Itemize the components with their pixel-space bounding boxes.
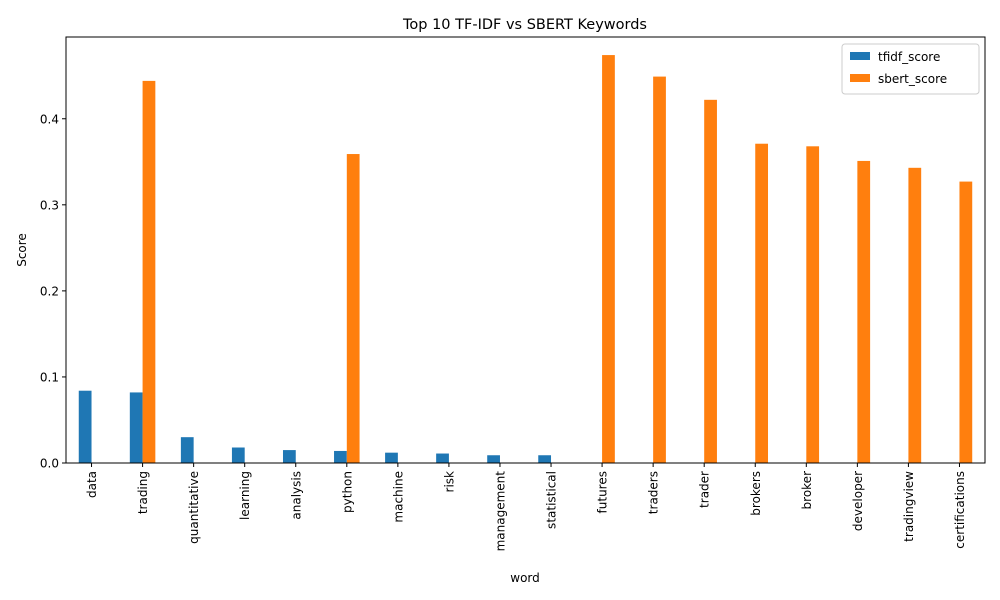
x-tick-label-machine: machine (391, 471, 405, 523)
x-tick-label-trading: trading (136, 471, 150, 514)
x-tick-label-futures: futures (596, 471, 610, 513)
legend: tfidf_score sbert_score (841, 43, 980, 95)
plot-frame (65, 36, 986, 464)
x-tick-label-broker: broker (800, 471, 814, 510)
bar-tfidf_score-quantitative (180, 437, 194, 463)
bar-tfidf_score-python (334, 450, 347, 463)
y-tick-label: 0.0 (40, 457, 59, 471)
y-tick-label: 0.2 (40, 284, 59, 298)
y-tick-label: 0.1 (40, 370, 59, 384)
x-tick-label-management: management (493, 471, 507, 552)
bar-tfidf_score-trading (129, 392, 143, 463)
x-tick-label-traders: traders (647, 471, 661, 514)
x-axis: data trading quantitative learning analysis p… (85, 463, 967, 551)
bar-tfidf_score-learning (231, 447, 245, 463)
bar-tfidf_score-risk (436, 453, 449, 463)
bar-sbert_score-trader (704, 99, 717, 463)
x-tick-label-risk: risk (442, 471, 456, 493)
x-tick-label-brokers: brokers (749, 471, 763, 516)
y-tick-label: 0.4 (40, 112, 59, 126)
bar-sbert_score-tradingview (908, 167, 922, 463)
x-tick-label-trader: trader (698, 471, 712, 508)
bar-tfidf_score-statistical (538, 455, 552, 463)
bar-tfidf_score-management (487, 455, 500, 463)
bar-sbert_score-traders (653, 76, 666, 463)
bars (78, 55, 973, 464)
legend-box (841, 43, 980, 95)
x-tick-label-statistical: statistical (545, 471, 559, 529)
bar-sbert_score-developer (857, 160, 871, 463)
bar-tfidf_score-analysis (282, 450, 296, 463)
bar-sbert_score-brokers (755, 143, 769, 463)
legend-swatch-sbert (850, 74, 870, 82)
x-axis-label: word (510, 571, 540, 585)
bar-sbert_score-broker (806, 146, 820, 464)
x-tick-label-tradingview: tradingview (902, 471, 916, 542)
bar-sbert_score-certifications (959, 181, 973, 463)
x-tick-label-certifications: certifications (953, 471, 967, 549)
bar-sbert_score-futures (602, 55, 615, 463)
bar-tfidf_score-data (78, 390, 92, 463)
bar-tfidf_score-machine (385, 452, 398, 463)
bar-sbert_score-python (346, 154, 360, 464)
chart-title: Top 10 TF-IDF vs SBERT Keywords (402, 17, 647, 33)
x-tick-label-data: data (85, 471, 99, 498)
x-tick-label-python: python (340, 471, 354, 513)
x-tick-label-quantitative: quantitative (187, 471, 201, 544)
legend-label-sbert: sbert_score (878, 72, 947, 86)
legend-swatch-tfidf (850, 52, 870, 60)
x-tick-label-analysis: analysis (289, 471, 303, 520)
x-tick-label-learning: learning (238, 471, 252, 520)
y-tick-label: 0.3 (40, 198, 59, 212)
bar-sbert_score-trading (142, 80, 156, 463)
x-tick-label-developer: developer (851, 471, 865, 531)
y-axis-label: Score (15, 233, 29, 267)
y-axis: 0.0 0.1 0.2 0.3 0.4 (40, 112, 66, 471)
legend-label-tfidf: tfidf_score (878, 50, 940, 64)
